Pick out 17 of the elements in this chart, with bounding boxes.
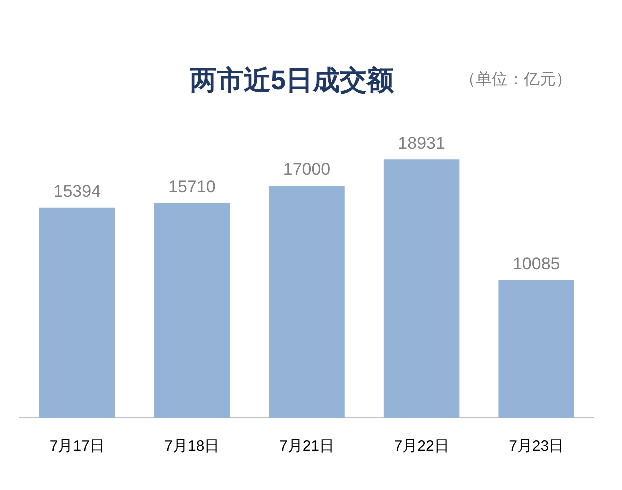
data-label: 10085 (512, 254, 560, 274)
x-tick-label: 7月23日 (509, 438, 564, 456)
data-label: 15394 (54, 182, 102, 202)
x-tick-label: 7月22日 (394, 438, 450, 456)
data-label: 15710 (168, 178, 216, 197)
data-label: 17000 (283, 160, 331, 180)
data-label: 18931 (398, 134, 446, 153)
x-tick-label: 7月18日 (164, 438, 220, 456)
bar (498, 280, 574, 418)
text: （单位：亿元） (460, 70, 572, 88)
chart-title: 两市近5日成交额 (188, 65, 395, 96)
bar (384, 160, 460, 418)
bar (269, 186, 345, 418)
x-tick-label: 7月17日 (50, 438, 105, 456)
x-tick-label: 7月21日 (279, 438, 335, 456)
bar (154, 204, 230, 418)
bar (40, 208, 116, 418)
